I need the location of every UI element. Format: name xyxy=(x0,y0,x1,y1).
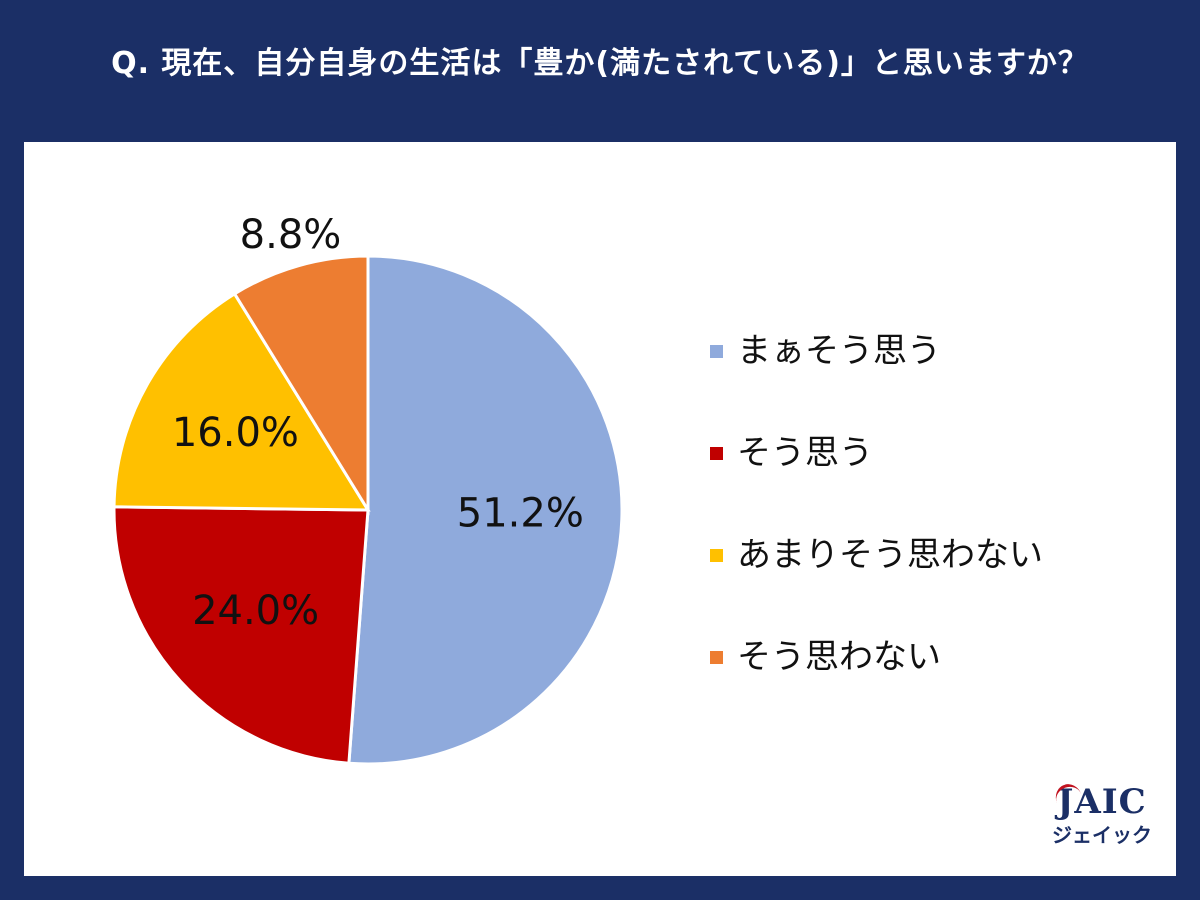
pie-slice xyxy=(347,254,624,766)
jaic-logo: JAIC ジェイック xyxy=(1042,780,1162,862)
pie-chart: 51.2% 24.0% 16.0% 8.8% xyxy=(112,212,624,766)
legend-item: そう思わない xyxy=(710,633,1043,681)
legend-swatch xyxy=(710,650,723,664)
pie-slice xyxy=(232,254,370,516)
legend-swatch xyxy=(710,446,723,460)
legend-label: あまりそう思わない xyxy=(737,535,1043,575)
pie-slice xyxy=(112,291,371,512)
legend-label: そう思わない xyxy=(737,637,941,677)
legend-swatch xyxy=(710,548,723,562)
legend-item: そう思う xyxy=(710,429,1043,477)
question-title: Q. 現在、自分自身の生活は「豊か(満たされている)」と思いますか？ xyxy=(111,46,1089,81)
legend-item: まぁそう思う xyxy=(710,327,1043,375)
chart-panel: 51.2% 24.0% 16.0% 8.8% まぁそう思う そう思う あまりそう思わな… xyxy=(24,142,1176,876)
logo-subtitle: ジェイック xyxy=(1052,823,1152,847)
slice-data-label: 8.8% xyxy=(240,212,342,258)
legend-swatch xyxy=(710,344,723,358)
chart-legend: まぁそう思う そう思う あまりそう思わない そう思わない xyxy=(710,327,1043,735)
slice-data-label: 51.2% xyxy=(457,491,584,537)
slice-data-label: 24.0% xyxy=(192,588,319,634)
slice-data-label: 16.0% xyxy=(172,410,299,456)
pie-slice xyxy=(112,505,370,765)
legend-label: そう思う xyxy=(737,433,873,473)
logo-wordmark: JAIC xyxy=(1042,780,1162,822)
legend-label: まぁそう思う xyxy=(737,331,941,371)
legend-item: あまりそう思わない xyxy=(710,531,1043,579)
